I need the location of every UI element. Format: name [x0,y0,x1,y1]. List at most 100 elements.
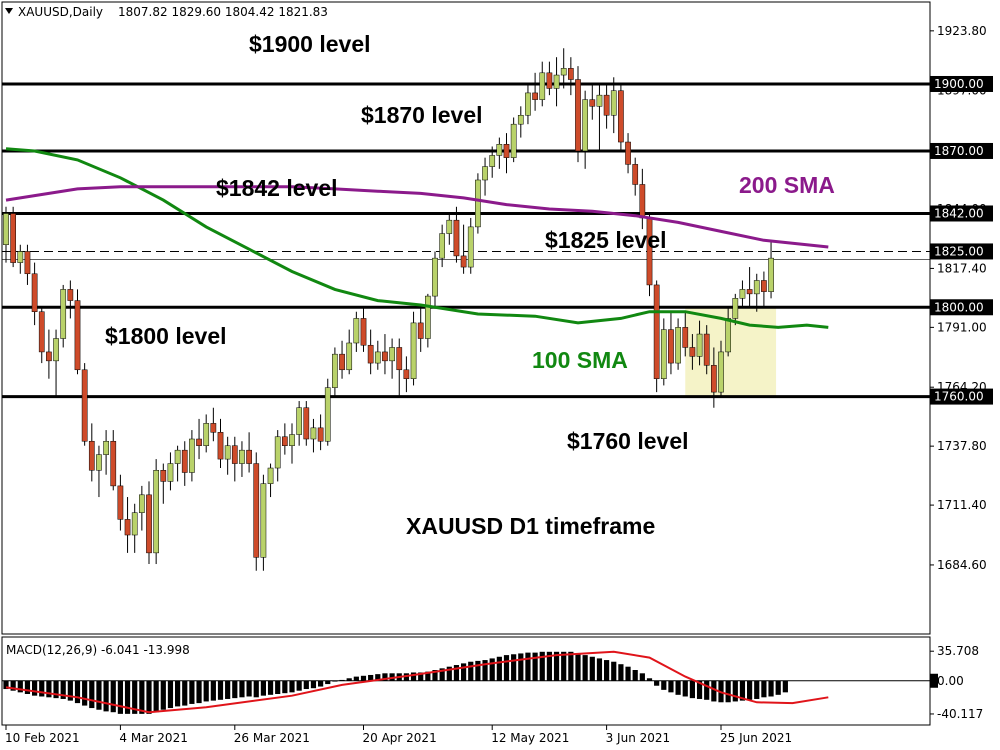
candle-bearish [81,369,88,442]
y-tick-label: 1711.40 [937,498,987,512]
macd-bar [146,680,152,714]
candle-bearish [382,351,388,362]
candle-bullish [553,74,560,89]
candle-bearish [453,219,460,257]
macd-bar [260,680,266,696]
macd-bar [689,680,695,699]
macd-bar [696,680,703,699]
macd-bar [496,656,502,681]
macd-signal [5,650,829,714]
candle-bullish [467,226,474,268]
candle-bearish [88,440,95,471]
macd-bar [732,680,738,702]
macd-bar [189,680,195,704]
macd-bar [589,656,595,681]
candle-bullish [60,289,67,339]
macd-bar [675,680,681,695]
macd-bar [625,666,631,681]
macd-bar [375,674,381,681]
candle-bearish [253,463,260,558]
macd-bar [596,658,603,681]
candle-bearish [146,494,152,554]
macd-bar [175,680,181,707]
candle-bearish [317,427,324,442]
candle-bullish [310,427,317,440]
candle-bullish [439,233,445,259]
candle-bearish [632,164,639,185]
candle-bullish [260,483,267,558]
candle-bullish [174,449,181,464]
candle-bullish [189,438,195,473]
candle-bearish [38,311,45,353]
sma-200-line [5,185,829,249]
macd-bar [475,660,481,681]
candle-bearish [396,347,403,371]
candle-bearish [110,440,117,487]
candle-bullish [739,289,746,299]
candle-bullish [768,257,774,292]
macd-bar [346,678,352,681]
macd-bar [539,651,545,681]
candle-bullish [346,342,353,371]
candle-bullish [410,322,417,379]
macd-bar [775,680,781,695]
macd-zero-box [930,673,938,688]
candle-bearish [360,318,367,346]
macd-bar [67,680,73,701]
annotation-label: $1760 level [567,428,689,454]
candle-bearish [532,92,538,100]
macd-histogram [2,651,930,714]
macd-bar [139,680,145,714]
macd-bar [432,670,438,681]
annotation-label: 200 SMA [739,172,835,198]
macd-bar [53,680,59,699]
macd-bar [60,680,66,699]
y-tick-label: 1684.60 [937,558,987,572]
macd-bar [704,680,710,700]
x-tick-label: 10 Feb 2021 [5,731,80,745]
macd-bar [754,680,760,699]
time-axis: 10 Feb 2021 4 Mar 2021 26 Mar 2021 20 Apr 2… [5,725,792,745]
candle-bullish [732,298,739,319]
candle-bullish [224,445,231,460]
y-tick-label: 1737.80 [937,439,987,453]
candle-bullish [489,155,496,167]
candle-bullish [610,90,617,116]
macd-bar [446,666,452,681]
macd-bar [782,680,788,693]
candle-bearish [575,79,581,152]
candle-bearish [403,369,410,379]
macd-bar [646,678,653,681]
candle-bearish [711,365,717,393]
macd-bar [725,680,731,703]
candle-bullish [3,213,9,245]
macd-bar [132,680,138,714]
candle-bearish [703,333,710,366]
candle-bullish [239,449,245,464]
macd-bar [410,672,417,681]
level-price-label: 1900.00 [934,77,984,91]
macd-bar [267,680,274,695]
macd-bar [611,661,617,681]
macd-bar [217,680,224,700]
macd-bar [747,680,753,700]
macd-bar [289,680,295,693]
macd-bar [582,655,588,681]
triangle-down-icon [5,8,13,14]
candle-bullish [389,347,395,362]
annotation-label: $1870 level [361,102,483,128]
candle-bearish [31,273,38,312]
macd-bar [74,680,81,704]
macd-bar [461,663,467,681]
annotation-label: XAUUSD D1 timeframe [406,513,655,539]
macd-bar [654,680,660,686]
level-price-box [930,299,993,316]
macd-bar [17,680,23,693]
candle-bullish [289,434,295,446]
candle-bearish [231,445,238,464]
macd-bar [275,680,281,694]
chart-symbol: XAUUSD,Daily [18,5,103,19]
candle-bullish [103,440,109,455]
macd-bar [153,680,159,713]
